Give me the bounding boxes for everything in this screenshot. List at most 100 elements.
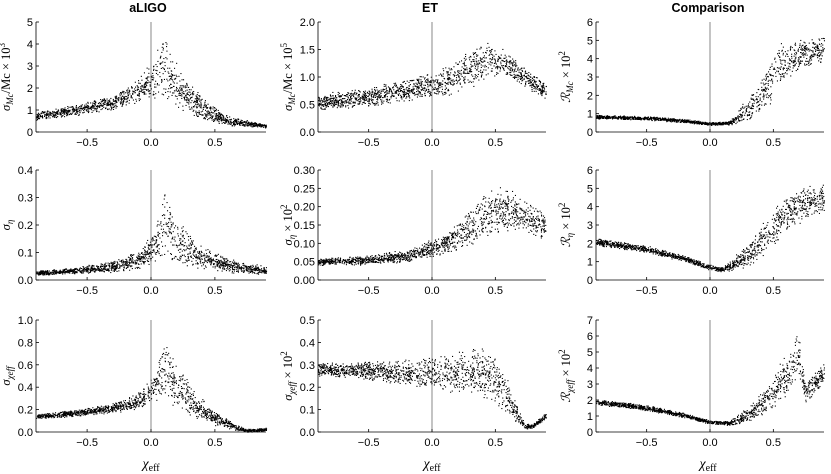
data-point bbox=[196, 95, 198, 97]
y-tick-label: 4 bbox=[587, 54, 593, 66]
data-point bbox=[789, 63, 791, 65]
data-point bbox=[804, 46, 806, 48]
data-point bbox=[600, 116, 602, 118]
data-point bbox=[190, 238, 192, 240]
data-point bbox=[477, 76, 479, 78]
data-point bbox=[474, 62, 476, 64]
data-point bbox=[66, 115, 68, 117]
data-point bbox=[235, 120, 237, 122]
data-point bbox=[107, 104, 109, 106]
data-point bbox=[803, 46, 805, 48]
data-point bbox=[767, 97, 769, 99]
data-point bbox=[68, 114, 70, 116]
data-point bbox=[442, 73, 444, 75]
data-point bbox=[749, 118, 751, 120]
data-point bbox=[53, 270, 55, 272]
data-point bbox=[166, 225, 168, 227]
data-point bbox=[203, 117, 205, 119]
data-point bbox=[110, 269, 112, 271]
data-point bbox=[36, 115, 38, 117]
data-point bbox=[121, 91, 123, 93]
data-point bbox=[186, 101, 188, 103]
data-point bbox=[120, 101, 122, 103]
data-point bbox=[59, 112, 61, 114]
data-point bbox=[243, 271, 245, 273]
data-point bbox=[167, 98, 169, 100]
data-point bbox=[669, 120, 671, 122]
data-point bbox=[511, 63, 513, 65]
data-point bbox=[818, 38, 820, 40]
data-point bbox=[63, 108, 65, 110]
data-point bbox=[406, 86, 408, 88]
data-point bbox=[196, 114, 198, 116]
data-point bbox=[225, 262, 227, 264]
data-point bbox=[673, 119, 675, 121]
data-point bbox=[330, 99, 332, 101]
data-point bbox=[127, 266, 129, 268]
data-point bbox=[771, 63, 773, 65]
data-point bbox=[615, 116, 617, 118]
data-point bbox=[659, 119, 661, 121]
data-point bbox=[213, 263, 215, 265]
data-point bbox=[183, 91, 185, 93]
data-point bbox=[207, 119, 209, 121]
data-point bbox=[441, 75, 443, 77]
data-point bbox=[767, 76, 769, 78]
data-point bbox=[261, 125, 263, 127]
data-point bbox=[171, 74, 173, 76]
data-point bbox=[170, 241, 172, 243]
data-point bbox=[810, 57, 812, 59]
data-point bbox=[532, 83, 534, 85]
data-point bbox=[448, 74, 450, 76]
data-point bbox=[763, 78, 765, 80]
data-point bbox=[123, 93, 125, 95]
data-point bbox=[60, 108, 62, 110]
data-point bbox=[473, 56, 475, 58]
data-point bbox=[367, 100, 369, 102]
data-point bbox=[540, 81, 542, 83]
data-point bbox=[152, 79, 154, 81]
data-point bbox=[401, 84, 403, 86]
data-point bbox=[812, 51, 814, 53]
data-point bbox=[619, 117, 621, 119]
data-point bbox=[45, 114, 47, 116]
data-point bbox=[609, 117, 611, 119]
data-point bbox=[222, 268, 224, 270]
data-point bbox=[818, 55, 820, 57]
data-point bbox=[220, 259, 222, 261]
data-point bbox=[87, 104, 89, 106]
data-point bbox=[114, 262, 116, 264]
data-point bbox=[539, 89, 541, 91]
data-point bbox=[186, 99, 188, 101]
data-point bbox=[36, 271, 38, 273]
data-point bbox=[482, 56, 484, 58]
data-point bbox=[244, 125, 246, 127]
data-point bbox=[177, 233, 179, 235]
data-point bbox=[427, 90, 429, 92]
data-point bbox=[469, 69, 471, 71]
data-point bbox=[40, 116, 42, 118]
data-point bbox=[174, 95, 176, 97]
data-point bbox=[369, 94, 371, 96]
data-point bbox=[809, 57, 811, 59]
data-point bbox=[209, 260, 211, 262]
data-point bbox=[741, 119, 743, 121]
data-point bbox=[67, 112, 69, 114]
data-point bbox=[75, 109, 77, 111]
data-point bbox=[181, 87, 183, 89]
data-point bbox=[341, 99, 343, 101]
data-point bbox=[254, 125, 256, 127]
data-point bbox=[216, 119, 218, 121]
data-point bbox=[722, 124, 724, 126]
data-point bbox=[144, 253, 146, 255]
data-point bbox=[801, 60, 803, 62]
data-point bbox=[360, 97, 362, 99]
data-point bbox=[741, 107, 743, 109]
data-point bbox=[798, 63, 800, 65]
data-point bbox=[375, 95, 377, 97]
data-point bbox=[131, 87, 133, 89]
data-point bbox=[759, 103, 761, 105]
data-point bbox=[336, 99, 338, 101]
data-point bbox=[113, 108, 115, 110]
data-point bbox=[233, 121, 235, 123]
